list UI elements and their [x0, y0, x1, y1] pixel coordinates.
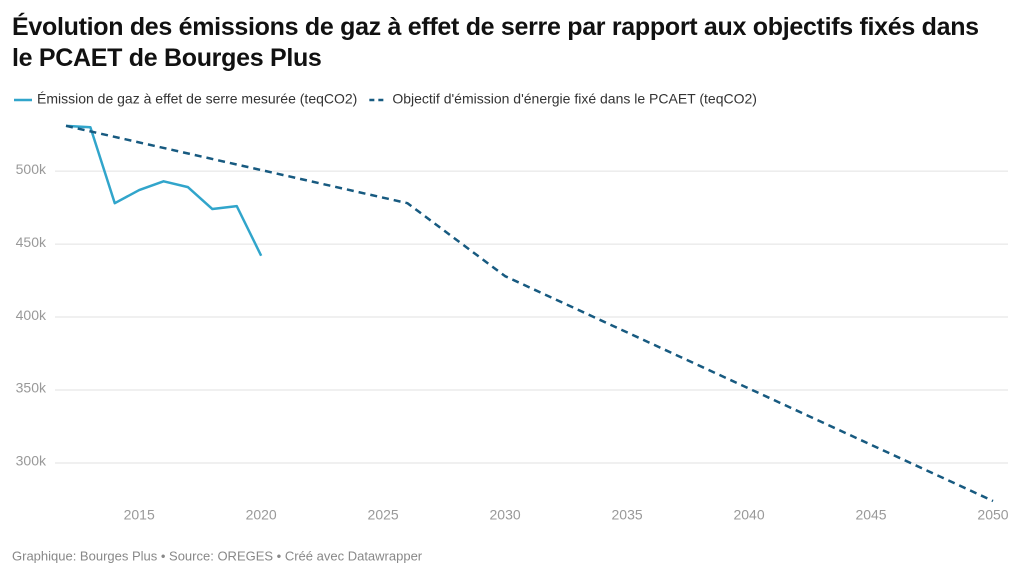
- y-tick-label: 350k: [16, 380, 47, 396]
- y-tick-label: 300k: [16, 453, 47, 469]
- x-tick-label: 2020: [246, 507, 277, 523]
- legend-label: Objectif d'émission d'énergie fixé dans …: [392, 91, 757, 107]
- series-line: [65, 124, 994, 503]
- x-tick-label: 2050: [977, 507, 1008, 523]
- series-line: [65, 124, 263, 257]
- y-tick-label: 400k: [16, 307, 47, 323]
- x-tick-label: 2015: [124, 507, 155, 523]
- y-tick-label: 450k: [16, 234, 47, 250]
- footer: Graphique: Bourges Plus • Source: OREGES…: [12, 548, 423, 563]
- y-tick-label: 500k: [16, 161, 47, 177]
- x-tick-label: 2040: [733, 507, 764, 523]
- legend-label: Émission de gaz à effet de serre mesurée…: [37, 91, 357, 107]
- x-tick-label: 2030: [490, 507, 521, 523]
- x-tick-label: 2045: [855, 507, 886, 523]
- x-tick-label: 2025: [368, 507, 399, 523]
- chart-title: Évolution des émissions de gaz à effet d…: [12, 13, 979, 72]
- x-tick-label: 2035: [612, 507, 643, 523]
